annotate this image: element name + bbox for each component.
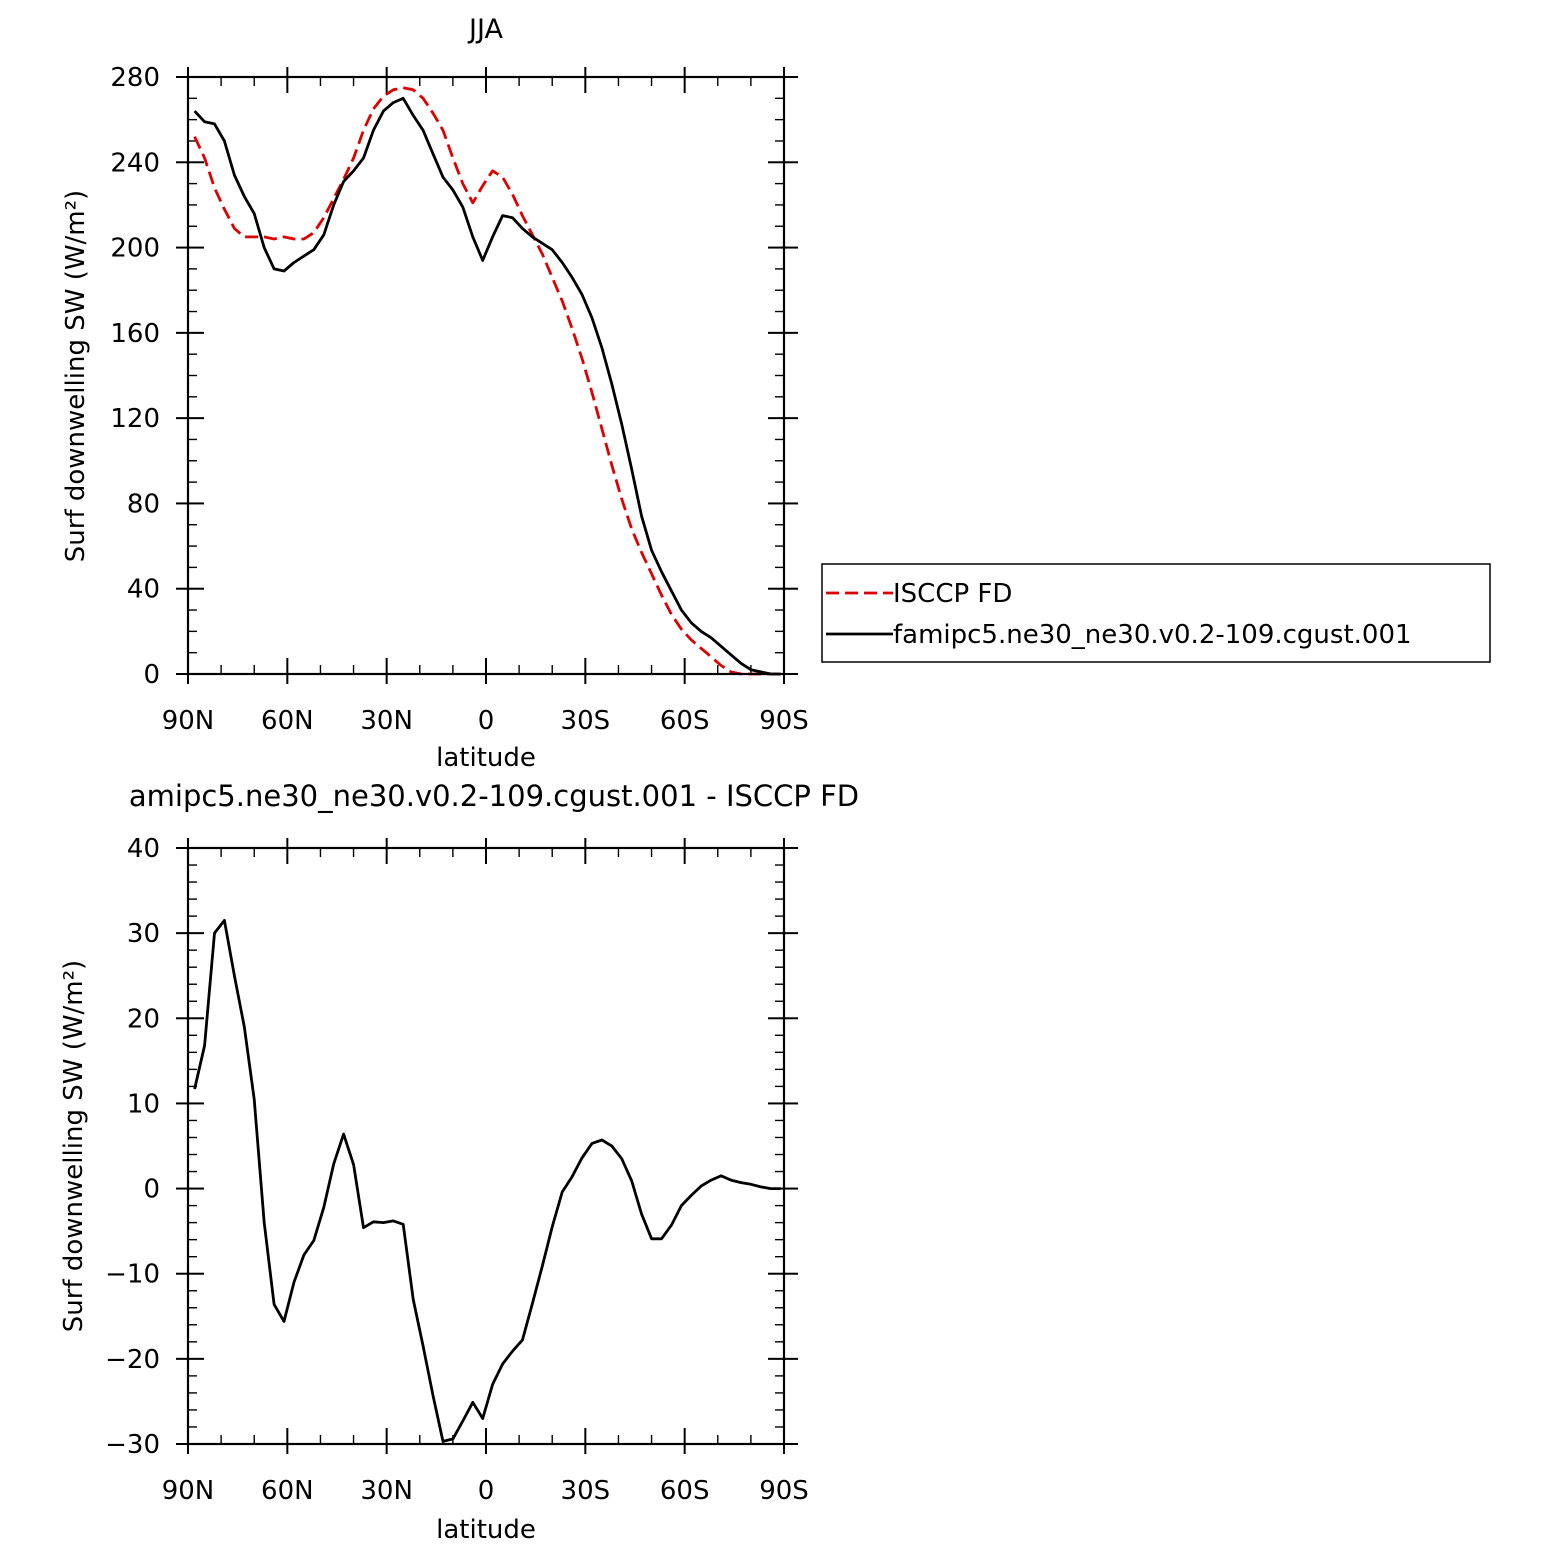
top-tick-labels: 90N 60N 30N 0 30S 60S 90S 0 40 80 120 160 200 240 280 bbox=[110, 63, 808, 736]
top-ytick-label: 160 bbox=[110, 319, 160, 349]
top-ytick-label: 0 bbox=[143, 660, 160, 690]
top-xtick-label: 90N bbox=[162, 706, 215, 736]
bottom-ytick-label: 10 bbox=[127, 1089, 160, 1119]
bottom-axis-ticks bbox=[176, 838, 798, 1454]
top-xtick-label: 60N bbox=[261, 706, 314, 736]
bottom-ytick-label: −30 bbox=[105, 1430, 160, 1460]
bottom-ytick-label: −20 bbox=[105, 1345, 160, 1375]
bottom-xtick-label: 60S bbox=[660, 1476, 710, 1506]
bottom-ytick-label: 20 bbox=[127, 1004, 160, 1034]
top-ytick-label: 240 bbox=[110, 148, 160, 178]
top-ytick-label: 40 bbox=[127, 575, 160, 605]
top-axis-ticks bbox=[176, 67, 798, 684]
top-xtick-label: 30N bbox=[360, 706, 413, 736]
bottom-series-line bbox=[193, 919, 781, 1443]
top-ytick-label: 80 bbox=[127, 489, 160, 519]
bottom-xtick-label: 90N bbox=[162, 1476, 215, 1506]
bottom-xtick-label: 30S bbox=[561, 1476, 611, 1506]
legend-label-model: famipc5.ne30_ne30.v0.2-109.cgust.001 bbox=[893, 620, 1412, 650]
top-ytick-label: 120 bbox=[110, 404, 160, 434]
top-xtick-label: 0 bbox=[478, 706, 495, 736]
top-xtick-label: 30S bbox=[561, 706, 611, 736]
top-series-1-line bbox=[193, 96, 781, 676]
bottom-chart-title: amipc5.ne30_ne30.v0.2-109.cgust.001 - IS… bbox=[129, 779, 859, 813]
legend-frame bbox=[821, 563, 1491, 663]
bottom-xtick-label: 0 bbox=[478, 1476, 495, 1506]
bottom-xtick-label: 60N bbox=[261, 1476, 314, 1506]
legend: ISCCP FD famipc5.ne30_ne30.v0.2-109.cgus… bbox=[821, 563, 1491, 663]
top-series-0-line bbox=[193, 86, 781, 676]
top-panel: JJA 90N 60N 30N 0 30S 60S 90S 0 40 80 120 160 200 240… bbox=[61, 14, 1491, 773]
top-ytick-label: 200 bbox=[110, 234, 160, 264]
bottom-xtick-label: 30N bbox=[360, 1476, 413, 1506]
bottom-ytick-label: 40 bbox=[127, 834, 160, 864]
bottom-plot-frame bbox=[186, 846, 786, 1446]
top-plot-frame bbox=[186, 75, 786, 676]
bottom-tick-labels: 90N 60N 30N 0 30S 60S 90S −30 −20 −10 0 10 20 30 40 bbox=[105, 834, 809, 1506]
bottom-ytick-label: 30 bbox=[127, 919, 160, 949]
top-xtick-label: 90S bbox=[759, 706, 809, 736]
bottom-xtick-label: 90S bbox=[759, 1476, 809, 1506]
top-xtick-label: 60S bbox=[660, 706, 710, 736]
bottom-series-0-line bbox=[193, 919, 781, 1443]
top-yaxis-label: Surf downwelling SW (W/m²) bbox=[61, 190, 91, 562]
top-xaxis-label: latitude bbox=[436, 743, 536, 773]
bottom-yaxis-label: Surf downwelling SW (W/m²) bbox=[59, 960, 89, 1332]
bottom-xaxis-label: latitude bbox=[436, 1515, 536, 1545]
top-ytick-label: 280 bbox=[110, 63, 160, 93]
top-series-lines bbox=[193, 86, 781, 676]
legend-label-isccp: ISCCP FD bbox=[893, 579, 1012, 609]
bottom-panel: amipc5.ne30_ne30.v0.2-109.cgust.001 - IS… bbox=[59, 779, 859, 1545]
top-chart-title: JJA bbox=[467, 14, 503, 45]
bottom-ytick-label: 0 bbox=[143, 1175, 160, 1205]
bottom-ytick-label: −10 bbox=[105, 1260, 160, 1290]
